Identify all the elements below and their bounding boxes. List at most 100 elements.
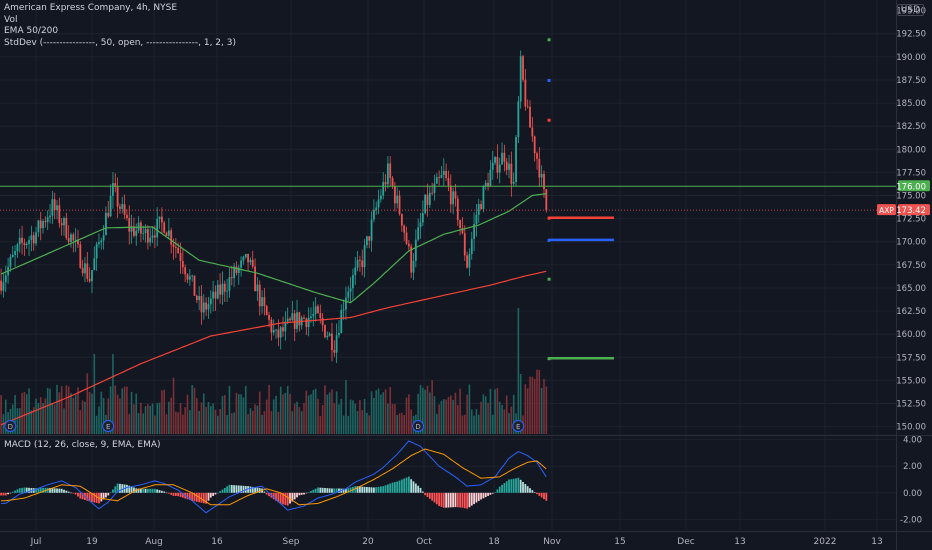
volume-bar [114,385,117,434]
macd-histogram-bar [293,492,296,500]
volume-bar [328,392,331,434]
candle-body [512,182,515,184]
volume-bar [466,394,468,434]
volume-bar [203,393,205,434]
macd-histogram-bar [363,486,366,493]
candle-body [242,257,245,261]
candle-body [86,263,89,279]
macd-histogram-bar [107,492,110,496]
macd-histogram-bar [177,492,180,497]
volume-bar [459,388,461,434]
macd-histogram-bar [28,487,30,493]
macd-histogram-bar [247,486,249,493]
macd-histogram-bar [391,482,394,493]
candle-body [112,183,114,196]
macd-histogram-bar [361,486,364,493]
macd-histogram-bar [144,488,147,493]
volume-bar [172,377,175,434]
volume-bar [128,414,131,434]
macd-legend[interactable]: MACD (12, 26, close, 9, EMA, EMA) [4,440,161,450]
volume-bar [289,393,291,434]
volume-bar [121,388,124,434]
macd-histogram-bar [403,478,406,493]
event-marker-circle [4,420,17,432]
candle-body [407,243,410,247]
macd-histogram-bar [263,491,266,493]
volume-bar [175,411,177,434]
candle-body [60,223,63,226]
macd-histogram-bar [319,487,322,493]
volume-bar [11,404,14,434]
symbol-title[interactable]: American Express Company, 4h, NYSE [4,3,178,13]
macd-histogram-bar [91,492,93,502]
volume-bar [149,405,152,434]
volume-bar [359,400,361,434]
volume-bar [347,415,350,434]
volume-legend[interactable]: Vol [4,14,18,25]
macd-histogram-bar [0,492,2,496]
macd-histogram-bar [207,492,210,501]
macd-histogram-bar [230,484,233,493]
macd-histogram-bar [410,479,413,493]
macd-histogram-bar [289,492,291,504]
volume-bar [133,404,135,434]
macd-histogram-bar [421,491,424,493]
candle-body [228,277,231,291]
macd-histogram-bar [496,489,499,493]
macd-histogram-bar [398,480,401,493]
volume-bar [126,386,128,434]
volume-bar [168,401,170,434]
event-marker-label: E [106,423,110,431]
event-marker-circle [512,420,525,432]
volume-bar [333,403,336,434]
macd-histogram-bar [438,492,441,507]
candle-body [25,243,28,245]
volume-bar [79,410,82,434]
volume-bar [263,411,266,434]
time-tick-label: Aug [145,537,163,547]
volume-bar [361,410,364,434]
candle-body [93,258,96,271]
volume-bar [496,388,499,434]
candle-body [107,212,110,217]
macd-histogram-bar [480,492,482,500]
volume-bar [419,385,422,434]
volume-bar [508,413,510,434]
volume-bar [130,391,133,434]
macd-histogram-bar [477,492,480,501]
candle-body [482,186,485,210]
chart-legend: American Express Company, 4h, NYSE Vol E… [4,3,236,49]
candle-body [81,267,84,274]
volume-bar [49,388,51,434]
macd-histogram-bar [279,492,282,504]
macd-histogram-bar [188,492,191,500]
candle-body [335,335,338,353]
candle-body [484,182,487,187]
macd-histogram-bar [77,492,79,497]
volume-bar [37,403,40,434]
candle-body [158,216,161,219]
macd-histogram-bar [531,490,534,493]
macd-histogram-bar [335,488,338,493]
ema-legend[interactable]: EMA 50/200 [4,26,59,36]
macd-histogram-bar [167,492,170,494]
candle-body [44,221,47,223]
volume-bar [438,404,440,434]
candle-body [186,274,189,280]
volume-bar [394,404,396,434]
candle-body [310,316,312,318]
volume-bar [524,384,527,434]
macd-histogram-bar [384,485,387,493]
currency-label[interactable]: USD [896,4,924,16]
macd-histogram-bar [314,488,317,493]
volume-bar [354,403,357,434]
macd-tick-label: 0.00 [903,489,922,499]
macd-histogram-bar [349,487,352,493]
candle-body [326,335,329,338]
stddev-legend[interactable]: StdDev (----------------, 50, open, ----… [4,37,236,48]
volume-bar [100,391,103,434]
volume-bar [60,386,63,434]
price-tick-label: 162.50 [896,307,926,317]
macd-histogram-bar [256,487,259,493]
